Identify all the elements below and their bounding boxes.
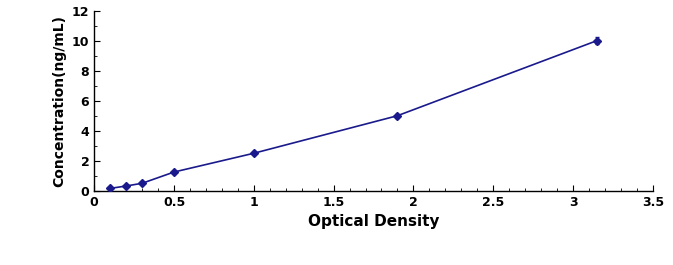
Y-axis label: Concentration(ng/mL): Concentration(ng/mL) xyxy=(52,15,67,187)
X-axis label: Optical Density: Optical Density xyxy=(308,214,439,229)
